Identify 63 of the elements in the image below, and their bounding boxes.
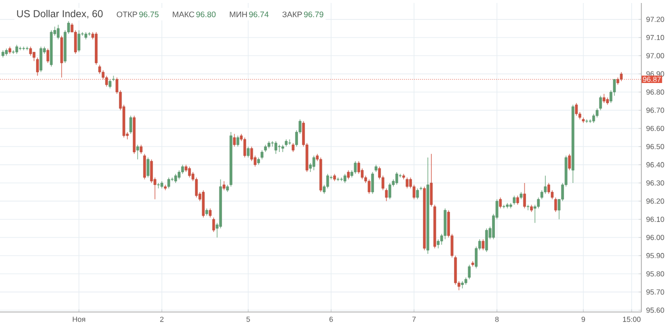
candlestick [347,170,350,180]
candlestick [78,30,80,52]
text: US Dollar Index, 60 [17,10,103,18]
annotation: ЗАКР [282,12,302,18]
candlestick [274,140,278,154]
annotation: МИН [230,12,247,18]
candlestick [136,144,139,160]
candlestick [143,154,146,180]
candlestick [436,238,440,249]
candlestick [599,95,602,111]
candlestick [108,79,112,89]
candlestick [371,172,374,194]
candlestick [388,182,392,200]
candlestick [146,157,150,178]
candlestick [129,115,132,134]
candlestick [499,197,502,209]
candlestick [395,172,398,186]
candlestick [544,175,547,194]
candlestick [344,174,346,184]
annotation: МАКС [172,12,194,18]
candlestick [602,94,606,104]
candlestick [482,238,484,250]
candlestick [40,46,42,72]
candlestick [29,46,32,56]
candlestick [292,142,294,152]
candlestick [174,174,177,184]
candlestick [243,137,246,158]
candlestick [516,195,519,206]
candlestick [592,114,595,124]
candlestick [98,64,101,74]
candlestick [368,179,370,194]
annotation: 96.74 [249,12,269,18]
candlestick [233,134,236,147]
candlestick [202,190,205,218]
candlestick [236,135,240,147]
candlestick [568,154,571,171]
candlestick [188,166,191,178]
candlestick [167,177,170,189]
candlestick [485,228,488,252]
annotation: 96.80 [196,12,216,18]
candlestick [250,146,253,162]
candlestick [246,146,250,158]
candlestick [222,180,226,191]
candlestick [620,72,623,82]
candlestick [15,44,18,54]
candlestick [416,188,419,200]
candlestick [354,160,357,174]
candlestick [56,24,60,40]
candlestick [523,182,526,209]
candlestick [468,264,471,280]
candlestick [430,154,433,207]
candlestick [385,188,388,202]
candlestick [46,48,50,64]
annotation: 96.75 [139,12,159,18]
candlestick [212,217,215,232]
candlestick [406,177,408,189]
annotation: ОТКР [116,12,138,18]
annotation: 96.79 [304,12,324,18]
candlestick [512,195,516,206]
candlestick [575,102,578,116]
candlestick [312,155,316,171]
candlestick [208,208,212,218]
candlestick [140,144,142,154]
